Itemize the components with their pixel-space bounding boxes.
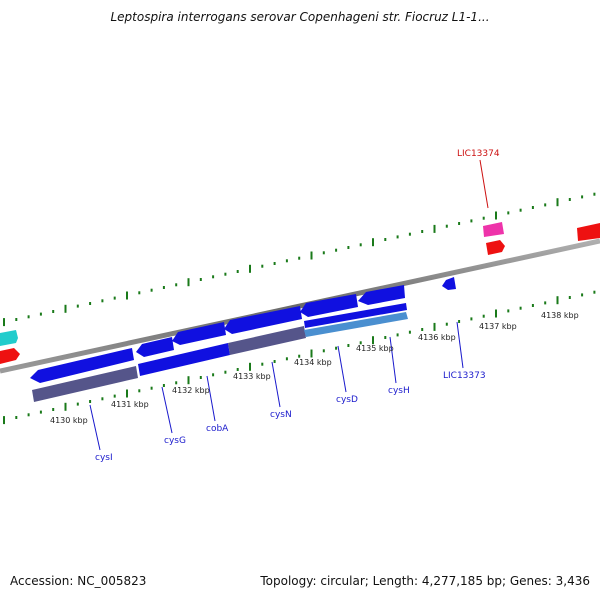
cds-feature-cyan[interactable]	[0, 330, 18, 346]
cds-LIC13374-pink[interactable]	[483, 222, 504, 237]
gene-label-cysH[interactable]: cysH	[388, 386, 410, 396]
kbp-label-4134: 4134 kbp	[294, 358, 332, 367]
kbp-label-4133: 4133 kbp	[233, 372, 271, 381]
upper-tick-track	[3, 192, 596, 327]
gene-bar-light-blue[interactable]	[304, 312, 408, 337]
kbp-label-4132: 4132 kbp	[172, 386, 210, 395]
kbp-label-4136: 4136 kbp	[418, 333, 456, 342]
topology-summary: Topology: circular; Length: 4,277,185 bp…	[260, 574, 590, 588]
gene-label-cysG[interactable]: cysG	[164, 436, 186, 446]
kbp-labels: 4130 kbp 4131 kbp 4132 kbp 4133 kbp 4134…	[50, 311, 579, 425]
kbp-label-4135: 4135 kbp	[356, 344, 394, 353]
gene-bar-cysG-blue[interactable]	[138, 343, 230, 376]
kbp-label-4138: 4138 kbp	[541, 311, 579, 320]
gene-label-cysI[interactable]: cysI	[95, 453, 113, 463]
gene-bar-cysI-purple[interactable]	[32, 366, 138, 402]
gene-bar-purple-mid[interactable]	[228, 326, 306, 355]
accession-label: Accession: NC_005823	[10, 574, 147, 588]
gene-labels: cysI cysG cobA cysN cysD cysH LIC13373 L…	[95, 149, 500, 463]
kbp-label-4131: 4131 kbp	[111, 400, 149, 409]
gene-bar-blue-long[interactable]	[304, 303, 407, 328]
cds-cysI[interactable]	[30, 348, 134, 383]
cds-LIC13373[interactable]	[442, 277, 456, 290]
cds-cysH[interactable]	[358, 285, 405, 305]
cds-cysG[interactable]	[136, 337, 174, 357]
gene-label-LIC13373[interactable]: LIC13373	[443, 371, 486, 381]
gene-label-cysD[interactable]: cysD	[336, 395, 358, 405]
cds-feature-red-right[interactable]	[577, 223, 600, 241]
kbp-label-4130: 4130 kbp	[50, 416, 88, 425]
lower-tick-track	[3, 290, 596, 425]
cds-cysD[interactable]	[300, 294, 358, 317]
label-connectors	[89, 321, 464, 451]
cds-feature-red-left[interactable]	[0, 348, 20, 364]
cds-LIC13374-red[interactable]	[486, 240, 505, 255]
kbp-label-4137: 4137 kbp	[479, 322, 517, 331]
gene-label-cobA[interactable]: cobA	[206, 424, 229, 434]
gene-label-LIC13374[interactable]: LIC13374	[457, 149, 500, 159]
cds-cysN[interactable]	[224, 306, 302, 334]
label-connector-LIC13374	[479, 159, 489, 209]
cds-cobA[interactable]	[172, 322, 226, 345]
map-title: Leptospira interrogans serovar Copenhage…	[110, 10, 490, 24]
gene-label-cysN[interactable]: cysN	[270, 410, 292, 420]
